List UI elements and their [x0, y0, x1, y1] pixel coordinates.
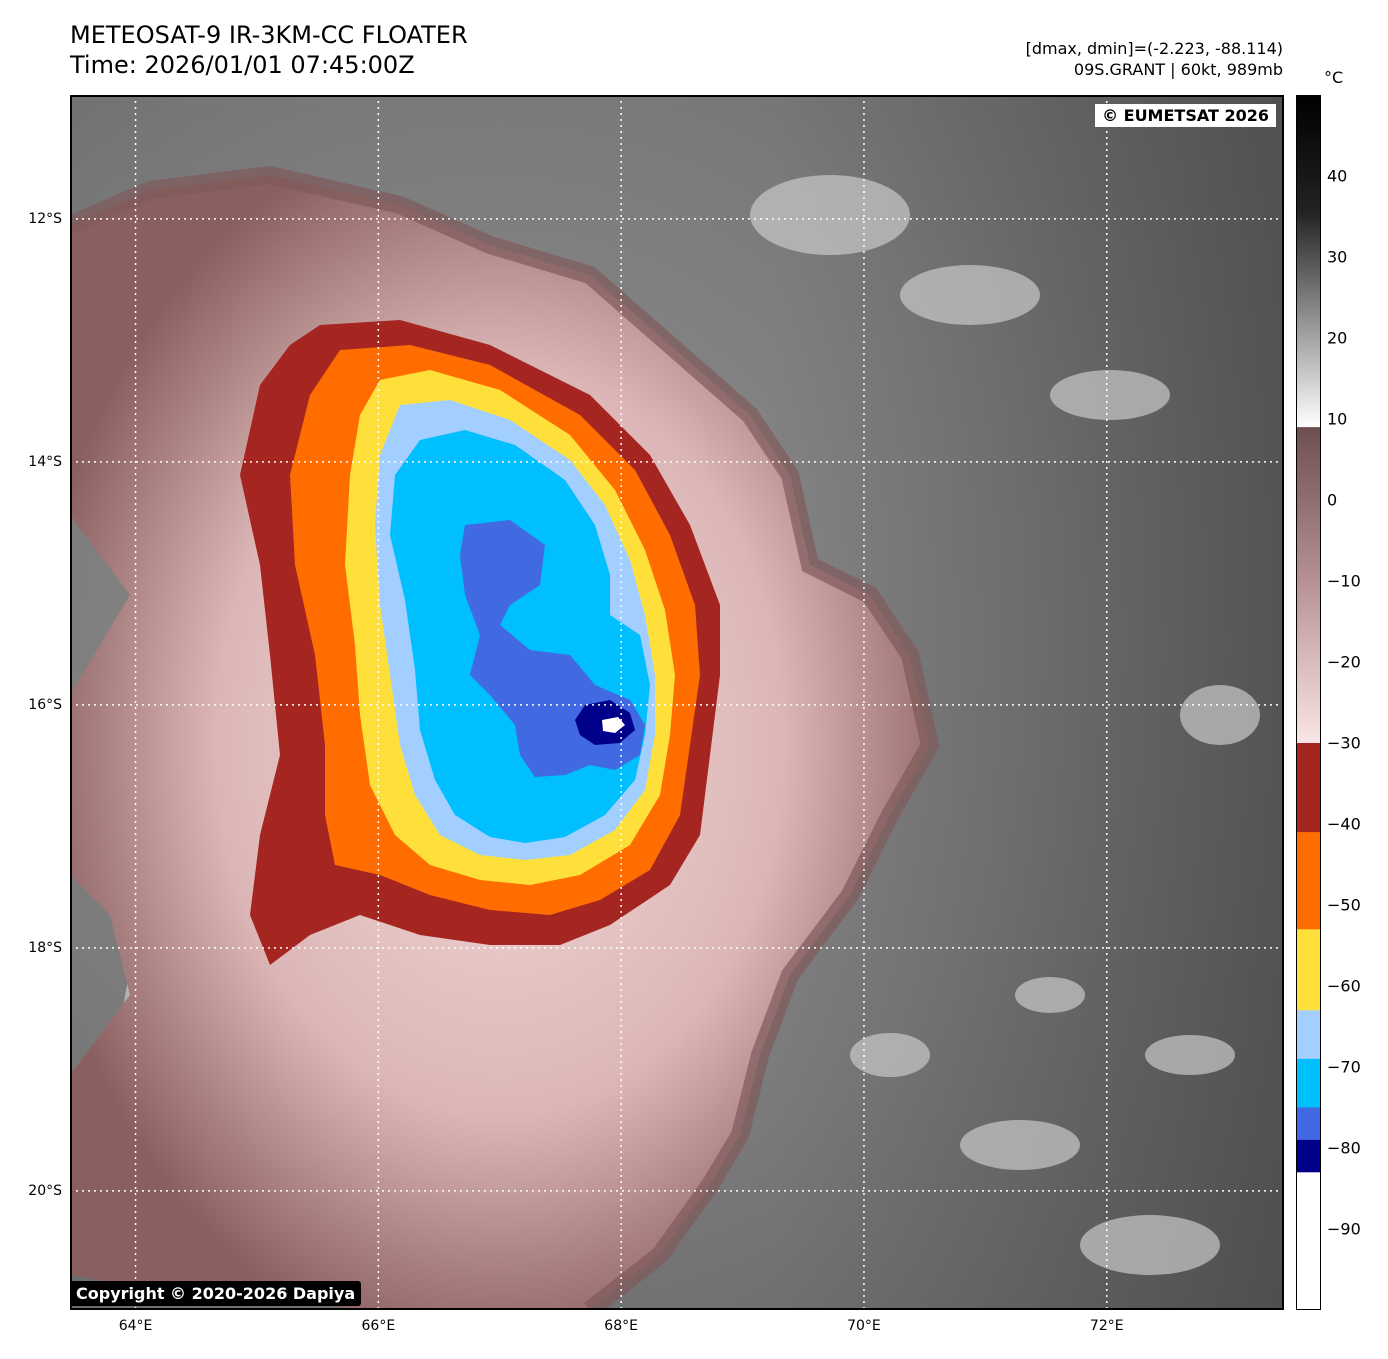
storm-info: [dmax, dmin]=(-2.223, -88.114) 09S.GRANT… [1026, 38, 1283, 80]
colorbar-unit: °C [1324, 68, 1344, 87]
product-title: METEOSAT-9 IR-3KM-CC FLOATER [70, 21, 468, 49]
latitude-label: 18°S [28, 939, 62, 956]
colorbar [1296, 95, 1321, 1310]
colorbar-segment [1296, 1107, 1321, 1141]
colorbar-segment [1296, 743, 1321, 833]
latitude-label: 12°S [28, 210, 62, 227]
copyright-badge: Copyright © 2020-2026 Dapiya [70, 1281, 362, 1306]
coldest-pixels [602, 717, 625, 733]
map-frame [70, 95, 1284, 1310]
colorbar-segment [1296, 1010, 1321, 1060]
colorbar-tick-label: 10 [1327, 409, 1348, 429]
longitude-label: 66°E [361, 1318, 396, 1334]
colorbar-segment [1296, 427, 1321, 744]
chart-title: METEOSAT-9 IR-3KM-CC FLOATER Time: 2026/… [70, 20, 468, 80]
longitude-label: 72°E [1089, 1318, 1124, 1334]
observation-time: Time: 2026/01/01 07:45:00Z [70, 51, 415, 79]
colorbar-tick-label: −90 [1327, 1219, 1361, 1239]
colorbar-tick-label: 40 [1327, 166, 1348, 186]
colorbar-tick-label: −50 [1327, 895, 1361, 915]
colorbar-segment [1296, 1139, 1321, 1173]
colorbar-tick-label: 20 [1327, 328, 1348, 348]
colorbar-tick-label: −60 [1327, 976, 1361, 996]
longitude-label: 68°E [604, 1318, 638, 1334]
colorbar-tick-label: 0 [1327, 490, 1338, 510]
colorbar-segment [1296, 832, 1321, 930]
colorbar-segment [1296, 1058, 1321, 1108]
colorbar-segment [1296, 1172, 1321, 1310]
lat-lon-gridlines [70, 95, 1284, 1310]
storm-summary: 09S.GRANT | 60kt, 989mb [1073, 60, 1283, 79]
colorbar-tick-label: −40 [1327, 814, 1361, 834]
longitude-label: 64°E [118, 1318, 153, 1334]
latitude-label: 14°S [28, 453, 62, 470]
eumetsat-badge: © EUMETSAT 2026 [1095, 104, 1276, 127]
colorbar-tick-label: −70 [1327, 1057, 1361, 1077]
colorbar-tick-label: −80 [1327, 1138, 1361, 1158]
dmax-dmin-readout: [dmax, dmin]=(-2.223, -88.114) [1025, 39, 1283, 58]
longitude-label: 70°E [847, 1318, 881, 1334]
colorbar-tick-label: 30 [1327, 247, 1348, 267]
colorbar-tick-label: −30 [1327, 733, 1361, 753]
latitude-label: 16°S [28, 696, 62, 713]
satellite-map [70, 95, 1284, 1310]
colorbar-tick-label: −10 [1327, 571, 1361, 591]
latitude-label: 20°S [28, 1182, 62, 1199]
colorbar-tick-label: −20 [1327, 652, 1361, 672]
colorbar-segment [1296, 95, 1321, 428]
colorbar-segment [1296, 929, 1321, 1011]
cold-cloud-tops [240, 320, 720, 965]
